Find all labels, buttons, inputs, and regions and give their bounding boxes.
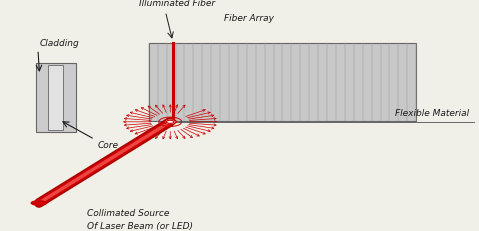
Text: Collimated Source: Collimated Source bbox=[87, 209, 169, 218]
Bar bbox=[48, 65, 63, 130]
Text: Fiber Array: Fiber Array bbox=[224, 14, 274, 23]
Text: Cladding: Cladding bbox=[39, 40, 79, 49]
Ellipse shape bbox=[31, 201, 46, 205]
Text: Flexible Material: Flexible Material bbox=[395, 109, 469, 118]
Bar bbox=[35, 63, 76, 132]
Text: Core: Core bbox=[97, 141, 118, 150]
Circle shape bbox=[166, 120, 174, 123]
Text: Illuminated Fiber: Illuminated Fiber bbox=[139, 0, 216, 8]
Text: Of Laser Beam (or LED): Of Laser Beam (or LED) bbox=[87, 222, 193, 231]
Bar bbox=[149, 43, 416, 121]
